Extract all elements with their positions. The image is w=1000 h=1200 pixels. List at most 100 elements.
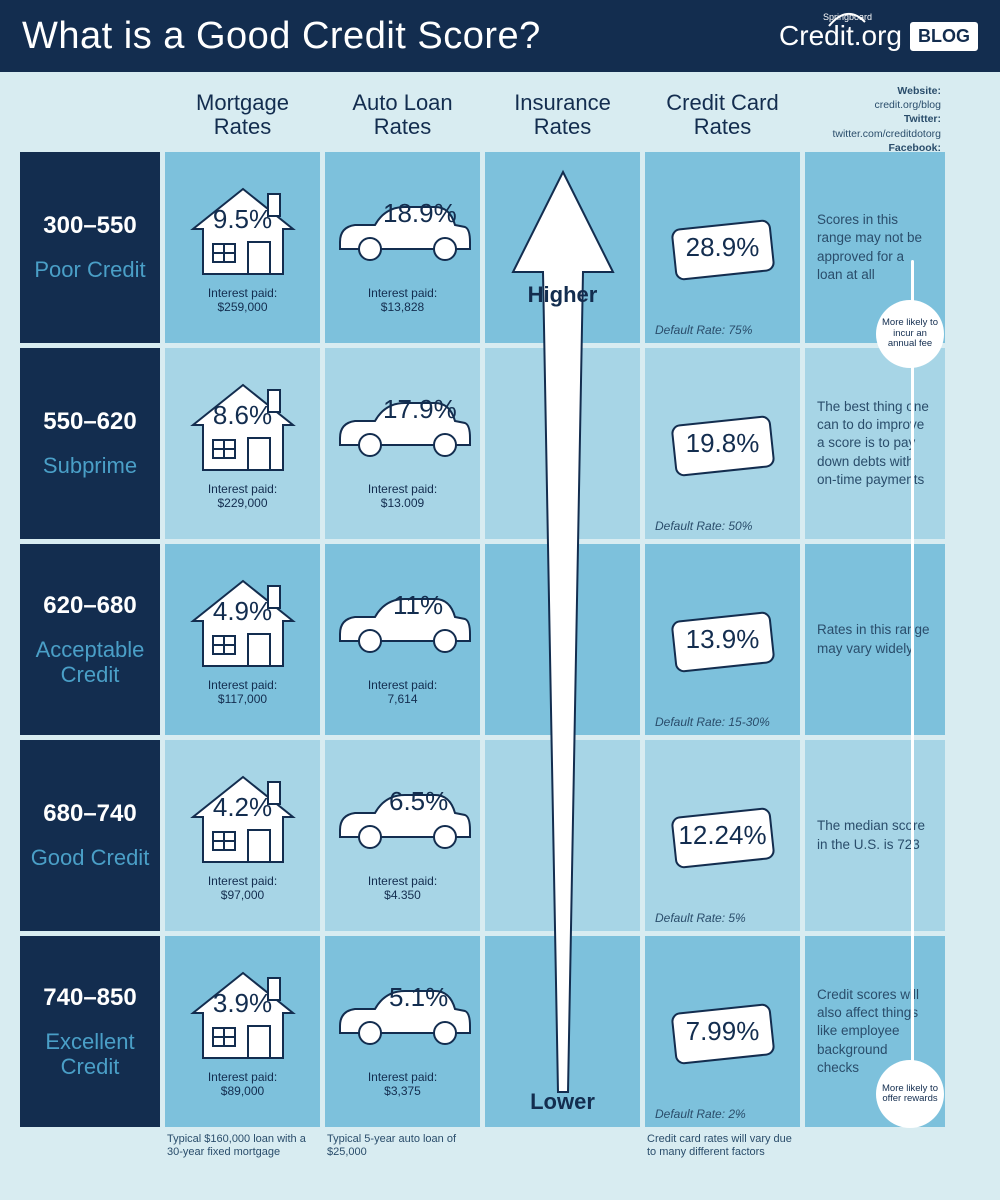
tier-5-default-rate: Default Rate: 2% [655, 1107, 746, 1121]
tier-5-label: Excellent Credit [26, 1030, 154, 1078]
tier-head-3: 620–680 Acceptable Credit [20, 544, 160, 735]
tier-2-note: The best thing one can to do improve a s… [805, 348, 945, 539]
tier-3-auto-rate: 11% [393, 590, 443, 621]
tier-5-auto-rate: 5.1% [389, 982, 448, 1013]
col-head-auto: Auto Loan Rates [325, 82, 480, 147]
tier-head-2: 550–620 Subprime [20, 348, 160, 539]
tier-5-card-rate: 7.99% [686, 1016, 760, 1047]
tier-3-card: 13.9% Default Rate: 15-30% [645, 544, 800, 735]
tier-4-note: The median score in the U.S. is 723 [805, 740, 945, 931]
insurance-arrow-cell: Higher Lower [485, 152, 640, 1127]
brand-super: Springboard [823, 12, 872, 22]
footnotes: Typical $160,000 loan with a 30-year fix… [0, 1127, 1000, 1163]
col-head-insurance: Insurance Rates [485, 82, 640, 147]
tier-1-label: Poor Credit [34, 258, 145, 282]
tier-1-card: 28.9% Default Rate: 75% [645, 152, 800, 343]
tier-2-mortgage-rate: 8.6% [213, 400, 272, 431]
tier-3-label: Acceptable Credit [26, 638, 154, 686]
tier-4-auto: 6.5% Interest paid: $4.350 [325, 740, 480, 931]
tier-4-mortgage-interest: $97,000 [221, 888, 264, 902]
tier-1-mortgage-interest: $259,000 [217, 300, 267, 314]
tier-4-range: 680–740 [43, 800, 136, 828]
interest-paid-label: Interest paid: [368, 1070, 437, 1084]
tier-2-auto: 17.9% Interest paid: $13.009 [325, 348, 480, 539]
social-links: Website: credit.org/blog Twitter: twitte… [805, 82, 945, 147]
interest-paid-label: Interest paid: [208, 874, 277, 888]
tier-3-auto: 11% Interest paid: 7,614 [325, 544, 480, 735]
insurance-lower-label: Lower [530, 1089, 595, 1115]
tier-1-range: 300–550 [43, 212, 136, 240]
brand-block: Springboard Credit.org BLOG [779, 20, 978, 52]
tier-3-mortgage: 4.9% Interest paid: $117,000 [165, 544, 320, 735]
tier-1-card-rate: 28.9% [686, 232, 760, 263]
footnote-auto: Typical 5-year auto loan of $25,000 [325, 1129, 480, 1163]
tier-4-mortgage-rate: 4.2% [213, 792, 272, 823]
insurance-higher-label: Higher [528, 282, 598, 308]
tier-3-mortgage-interest: $117,000 [218, 692, 267, 706]
tier-5-card: 7.99% Default Rate: 2% [645, 936, 800, 1127]
tier-1-auto: 18.9% Interest paid: $13,828 [325, 152, 480, 343]
interest-paid-label: Interest paid: [368, 678, 437, 692]
tier-3-card-rate: 13.9% [686, 624, 760, 655]
bubble-annual-fee: More likely to incur an annual fee [876, 300, 944, 368]
tier-2-card-rate: 19.8% [686, 428, 760, 459]
tier-2-mortgage-interest: $229,000 [217, 496, 267, 510]
header-bar: What is a Good Credit Score? Springboard… [0, 0, 1000, 72]
tier-head-5: 740–850 Excellent Credit [20, 936, 160, 1127]
twitter-url: twitter.com/creditdotorg [832, 128, 941, 140]
tier-3-note: Rates in this range may vary widely [805, 544, 945, 735]
interest-paid-label: Interest paid: [368, 874, 437, 888]
rates-grid: Mortgage Rates Auto Loan Rates Insurance… [0, 72, 1000, 1127]
page-title: What is a Good Credit Score? [22, 15, 541, 58]
interest-paid-label: Interest paid: [368, 286, 437, 300]
tier-2-label: Subprime [43, 454, 137, 478]
interest-paid-label: Interest paid: [208, 286, 277, 300]
tier-head-1: 300–550 Poor Credit [20, 152, 160, 343]
tier-5-range: 740–850 [43, 984, 136, 1012]
tier-1-mortgage: 9.5% Interest paid: $259,000 [165, 152, 320, 343]
interest-paid-label: Interest paid: [208, 482, 277, 496]
tier-3-mortgage-rate: 4.9% [213, 596, 272, 627]
tier-3-auto-interest: 7,614 [387, 692, 417, 706]
tier-4-card-rate: 12.24% [678, 820, 766, 851]
tier-1-auto-rate: 18.9% [383, 198, 457, 229]
website-url: credit.org/blog [874, 99, 941, 111]
footnote-card: Credit card rates will vary due to many … [645, 1129, 800, 1163]
twitter-label: Twitter: [904, 113, 941, 125]
tier-2-default-rate: Default Rate: 50% [655, 519, 752, 533]
tier-1-default-rate: Default Rate: 75% [655, 323, 752, 337]
interest-paid-label: Interest paid: [368, 482, 437, 496]
tier-4-default-rate: Default Rate: 5% [655, 911, 746, 925]
tier-4-auto-rate: 6.5% [389, 786, 448, 817]
tier-3-default-rate: Default Rate: 15-30% [655, 715, 770, 729]
website-label: Website: [897, 85, 941, 97]
col-head-mortgage: Mortgage Rates [165, 82, 320, 147]
card-connector-line [911, 260, 914, 1090]
tier-5-mortgage-interest: $89,000 [221, 1084, 264, 1098]
brand-logo: Springboard Credit.org [779, 20, 902, 52]
tier-2-range: 550–620 [43, 408, 136, 436]
tier-2-auto-interest: $13.009 [381, 496, 424, 510]
tier-4-mortgage: 4.2% Interest paid: $97,000 [165, 740, 320, 931]
interest-paid-label: Interest paid: [208, 1070, 277, 1084]
tier-2-auto-rate: 17.9% [383, 394, 457, 425]
tier-5-auto-interest: $3,375 [384, 1084, 421, 1098]
footnote-mortgage: Typical $160,000 loan with a 30-year fix… [165, 1129, 320, 1163]
bubble-rewards: More likely to offer rewards [876, 1060, 944, 1128]
tier-2-mortgage: 8.6% Interest paid: $229,000 [165, 348, 320, 539]
tier-head-4: 680–740 Good Credit [20, 740, 160, 931]
tier-2-card: 19.8% Default Rate: 50% [645, 348, 800, 539]
tier-5-mortgage: 3.9% Interest paid: $89,000 [165, 936, 320, 1127]
tier-4-auto-interest: $4.350 [384, 888, 421, 902]
tier-1-auto-interest: $13,828 [381, 300, 424, 314]
tier-1-mortgage-rate: 9.5% [213, 204, 272, 235]
col-head-card: Credit Card Rates [645, 82, 800, 147]
interest-paid-label: Interest paid: [208, 678, 277, 692]
tier-3-range: 620–680 [43, 592, 136, 620]
tier-4-label: Good Credit [31, 846, 150, 870]
blog-badge: BLOG [910, 22, 978, 51]
tier-5-mortgage-rate: 3.9% [213, 988, 272, 1019]
tier-5-auto: 5.1% Interest paid: $3,375 [325, 936, 480, 1127]
col-head-empty [20, 82, 160, 147]
tier-4-card: 12.24% Default Rate: 5% [645, 740, 800, 931]
